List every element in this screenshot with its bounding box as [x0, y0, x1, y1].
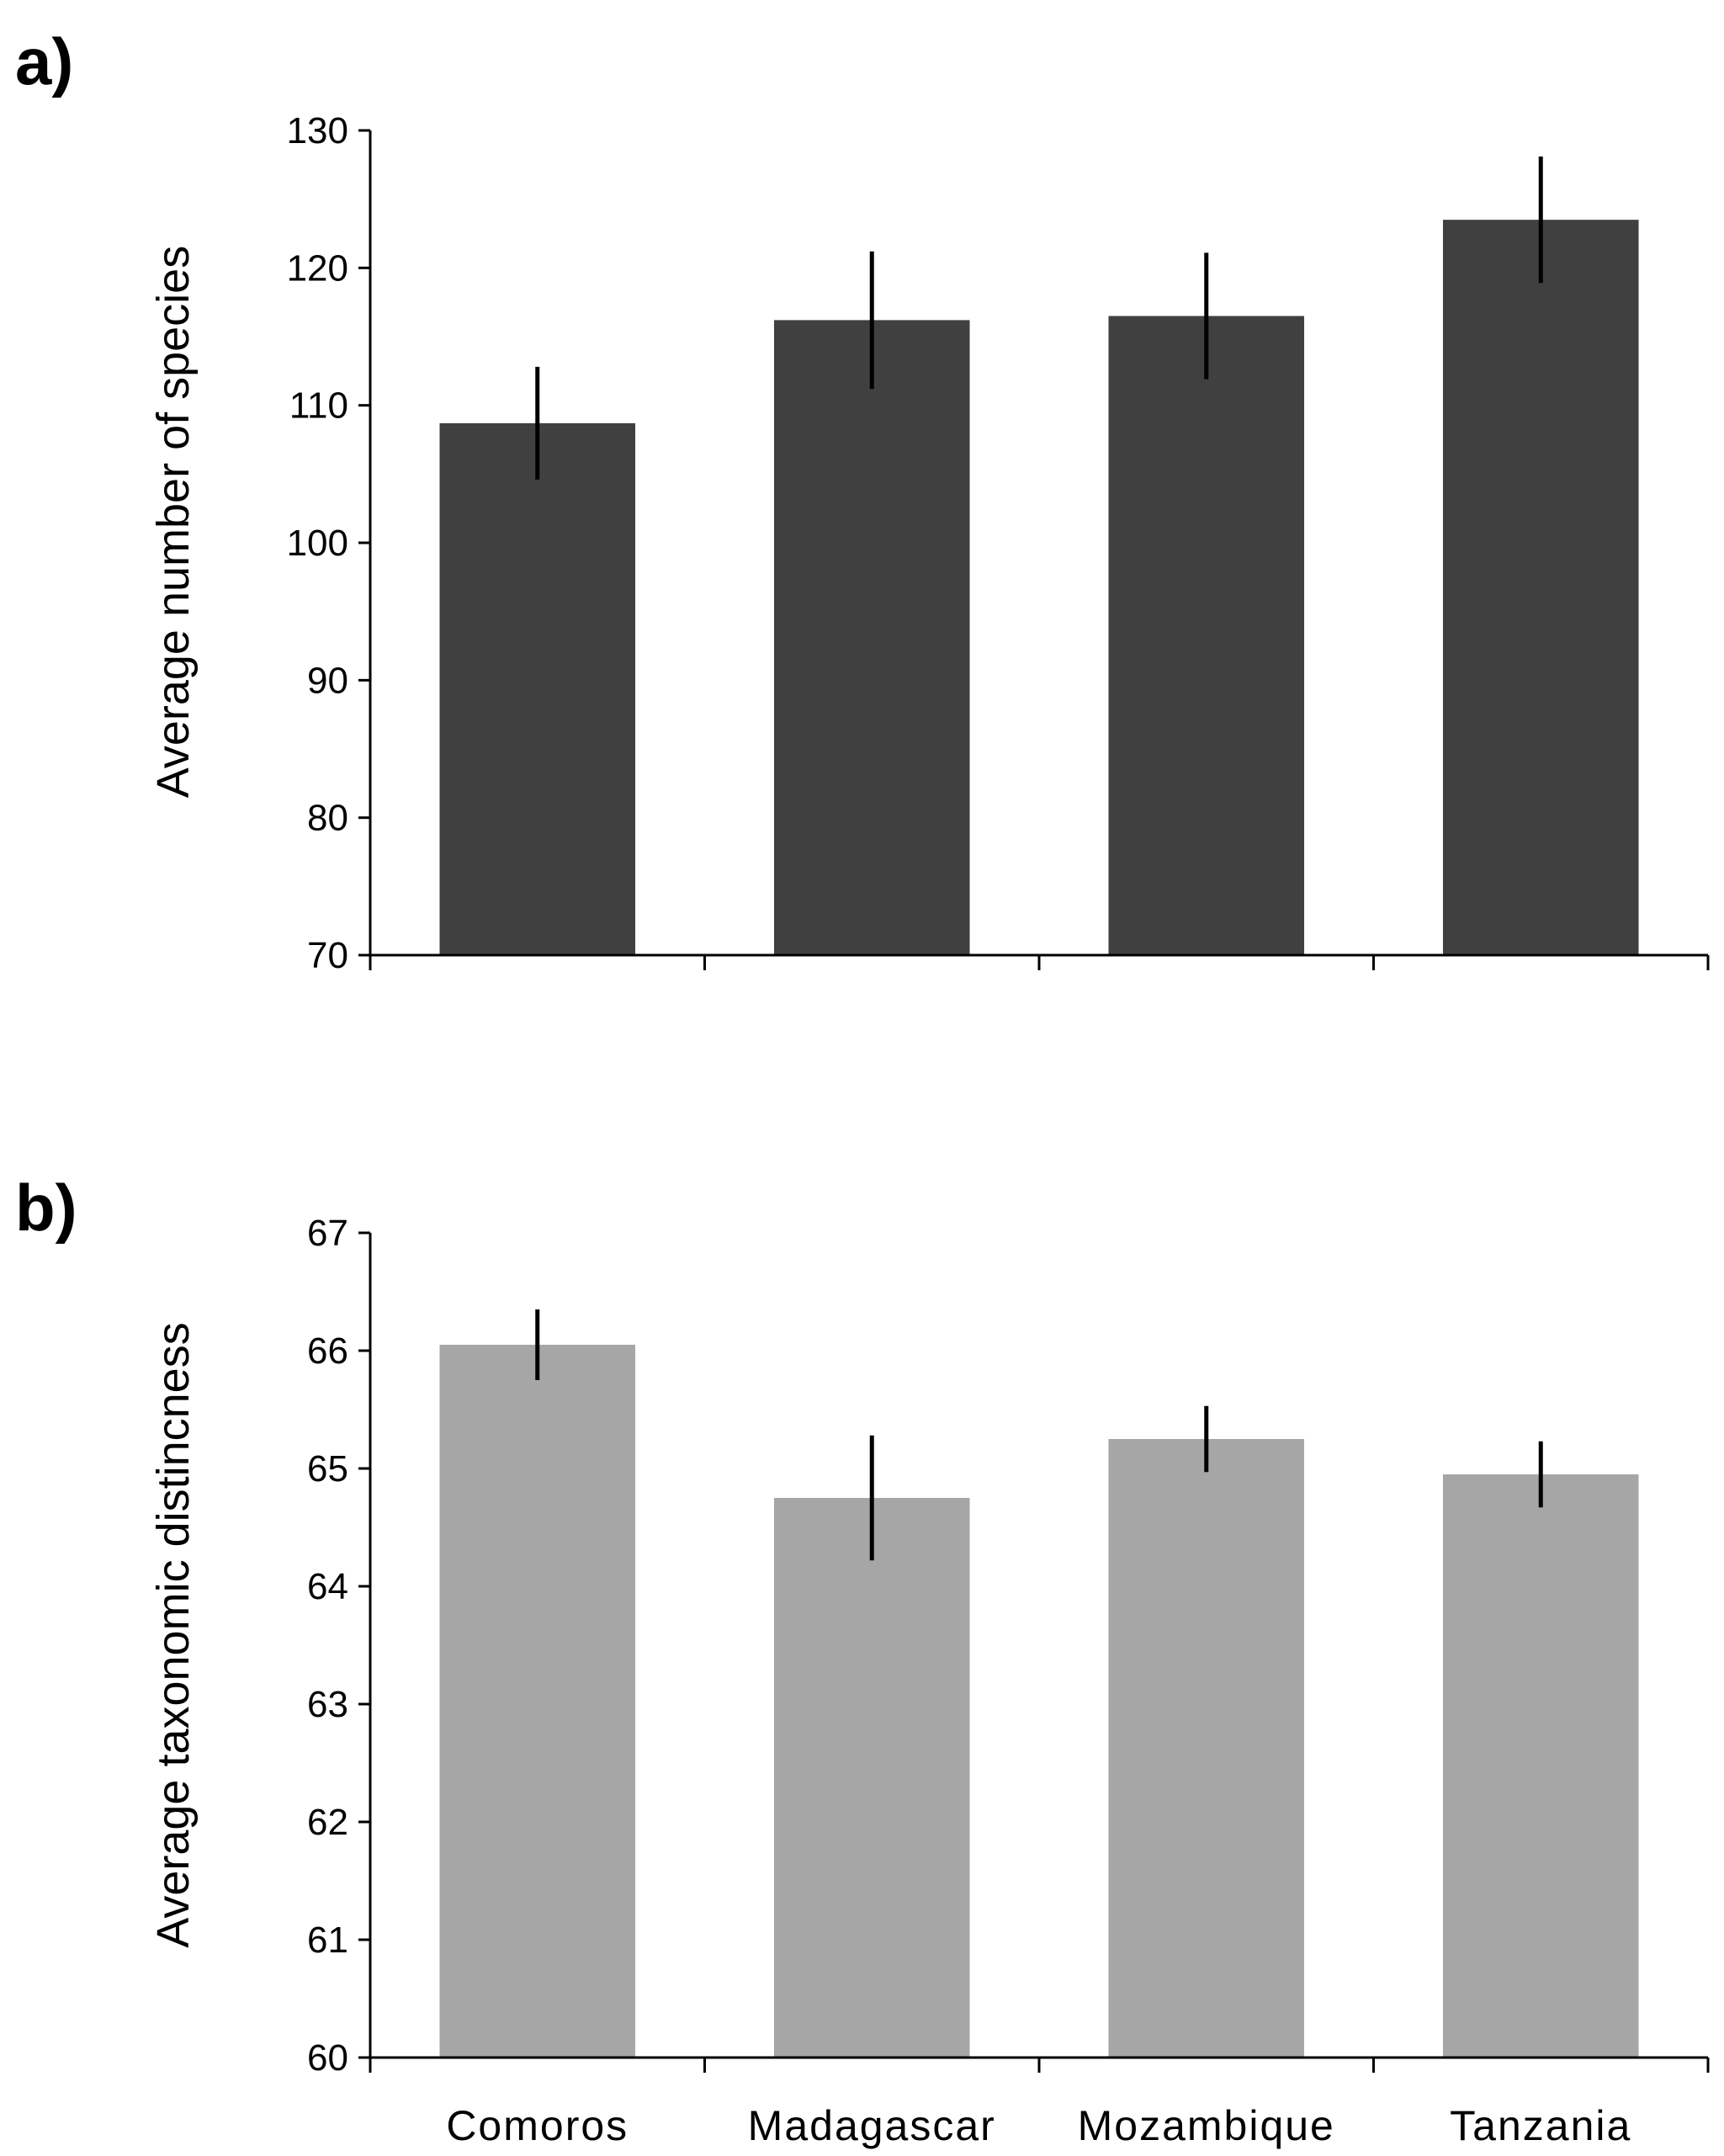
panel-a-y-tick-label: 110	[289, 385, 348, 427]
panel-b-y-axis-title: Average taxonomic distincness	[148, 1322, 199, 1947]
panel-a-label: a)	[15, 24, 73, 98]
panel-b-category-label-madagascar: Madagascar	[748, 2102, 996, 2149]
panel-b-y-tick-label: 64	[307, 1566, 348, 1607]
panel-a-bar-mozambique	[1108, 316, 1305, 955]
panel-a-y-tick-label: 90	[307, 660, 348, 701]
panel-a-bar-tanzania	[1442, 220, 1639, 956]
panel-a-y-tick-label: 100	[287, 523, 348, 564]
panel-a-error-bars	[535, 157, 1543, 480]
panel-b-category-label-mozambique: Mozambique	[1078, 2102, 1335, 2149]
panel-b-label: b)	[15, 1171, 77, 1245]
panel-b-y-tick-label: 66	[307, 1330, 348, 1372]
panel-b-bar-madagascar	[773, 1498, 970, 2058]
panel-b-category-label-tanzania: Tanzania	[1450, 2102, 1631, 2149]
panel-b: b) Average taxonomic distincness 6061626…	[15, 1171, 1710, 2149]
panel-b-category-labels: Comoros Madagascar Mozambique Tanzania	[446, 2102, 1631, 2149]
panel-b-y-tick-label: 67	[307, 1213, 348, 1254]
panel-a: a) Average number of species 70 80 90 100 11…	[15, 24, 1710, 976]
panel-a-bars	[439, 220, 1639, 956]
panel-a-y-tick-label: 80	[307, 798, 348, 839]
panel-b-bar-tanzania	[1442, 1474, 1639, 2058]
panel-a-bar-comoros	[439, 422, 636, 955]
panel-b-y-tick-label: 63	[307, 1684, 348, 1725]
panel-b-y-tick-label: 61	[307, 1920, 348, 1961]
panel-b-bars	[439, 1345, 1639, 2058]
panel-b-axes	[369, 1233, 1710, 2073]
panel-b-category-label-comoros: Comoros	[446, 2102, 629, 2149]
panel-b-y-tick-label: 60	[307, 2037, 348, 2079]
panel-b-y-tick-label: 65	[307, 1448, 348, 1490]
panel-b-error-bars	[535, 1309, 1543, 1561]
panel-a-y-ticks: 70 80 90 100 110 120 130	[287, 110, 370, 976]
panel-b-bar-mozambique	[1108, 1439, 1305, 2058]
panel-b-bar-comoros	[439, 1345, 636, 2058]
panel-b-y-ticks: 60 61 62 63 64 65 66 67	[307, 1213, 370, 2079]
panel-a-y-tick-label: 130	[287, 110, 348, 151]
panel-a-bar-madagascar	[773, 320, 970, 955]
panel-a-y-tick-label: 120	[287, 247, 348, 289]
panel-b-y-tick-label: 62	[307, 1802, 348, 1843]
panel-a-y-tick-label: 70	[307, 935, 348, 976]
panel-a-y-axis-title: Average number of species	[148, 246, 199, 798]
